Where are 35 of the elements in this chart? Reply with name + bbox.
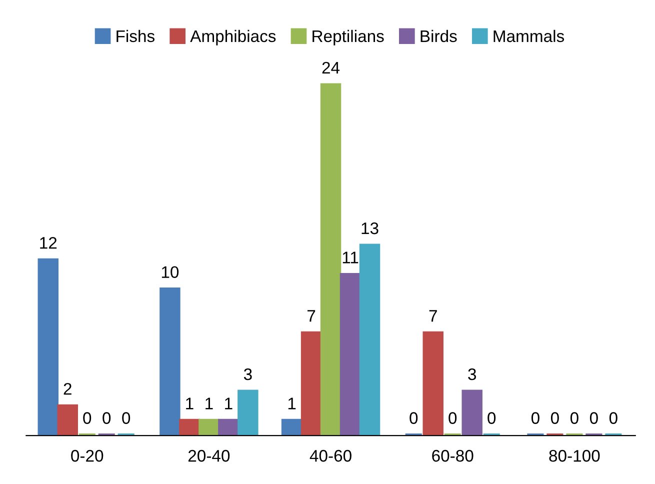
x-tick-label: 0-20 [71,450,104,462]
legend-label: Amphibiacs [190,30,276,46]
x-tick-label: 20-40 [188,450,230,462]
data-label: 0 [83,412,92,424]
data-label: 3 [244,368,252,380]
data-label: 1 [288,398,296,410]
data-label: 7 [429,310,437,322]
legend-label: Mammals [494,30,564,42]
data-label: 1 [206,398,213,410]
data-label: 0 [609,412,618,424]
data-label: 7 [308,310,316,322]
legend-label: Birds [420,30,457,42]
legend-label: Reptilians [312,30,384,46]
data-label: 0 [122,412,130,424]
data-label: 0 [590,412,598,424]
data-label: 2 [64,382,72,395]
data-label: 0 [102,412,111,424]
data-label: 0 [448,412,457,424]
x-tick-label: 60-80 [432,450,474,462]
data-label: 3 [468,368,476,380]
x-tick-label: 40-60 [310,450,352,462]
data-label: 1 [186,398,194,410]
data-label: 13 [362,222,378,234]
data-label: 0 [570,412,578,424]
data-label: 11 [342,252,358,264]
data-label: 24 [322,62,340,74]
data-label: 0 [410,412,418,424]
data-label: 0 [550,412,559,424]
legend-label: Fishs [116,30,154,42]
data-label: 0 [488,412,496,424]
data-label: 12 [40,237,57,249]
data-label: 1 [225,398,232,410]
x-tick-label: 80-100 [549,450,600,462]
data-label: 10 [162,266,179,278]
data-label: 0 [531,412,540,424]
